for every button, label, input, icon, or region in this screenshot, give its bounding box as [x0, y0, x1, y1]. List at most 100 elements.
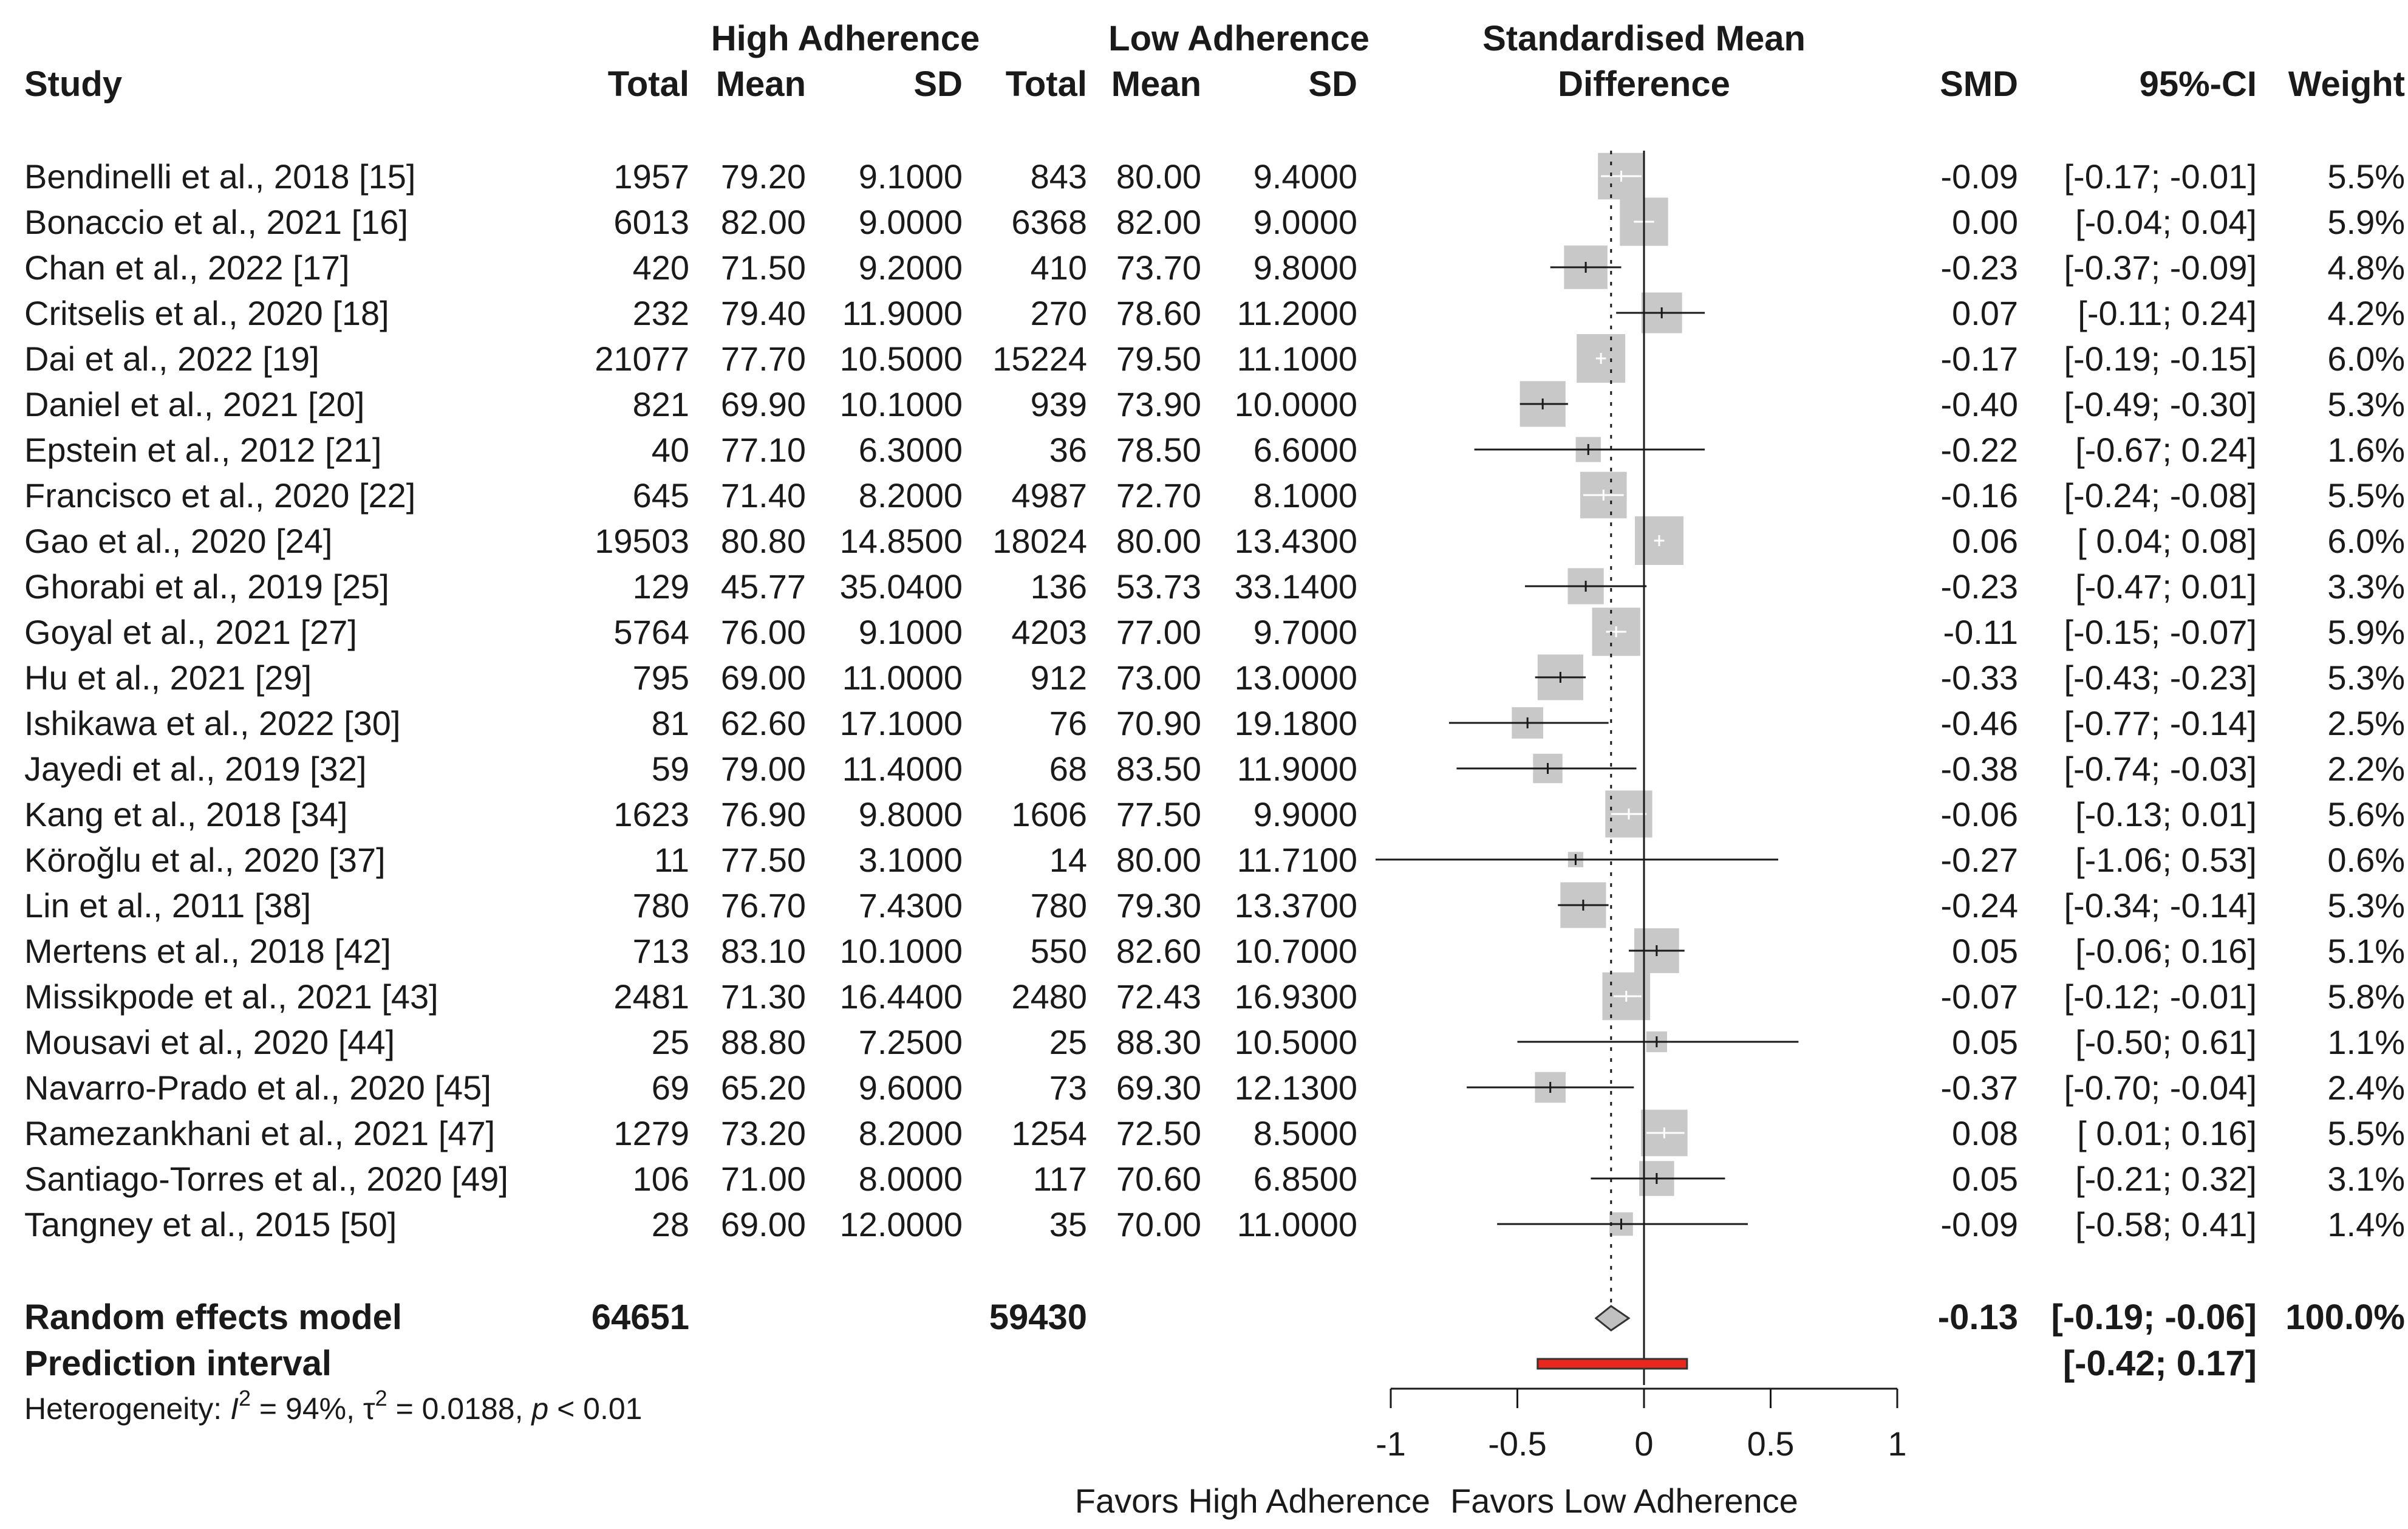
cell-sd1: 8.2000 [859, 1114, 963, 1152]
cell-sd1: 9.1000 [859, 157, 963, 196]
cell-weight-text: 5.5% [2327, 1114, 2405, 1152]
cell-mean1: 77.70 [721, 340, 806, 378]
cell-mean2: 73.70 [1116, 248, 1201, 287]
cell-mean1: 76.90 [721, 795, 806, 833]
cell-sd1: 16.4400 [840, 977, 963, 1016]
cell-sd1: 7.4300 [859, 886, 963, 925]
cell-ci-text: [-0.37; -0.09] [2064, 248, 2257, 287]
summary-smd: -0.13 [1938, 1298, 2018, 1337]
cell-weight-text: 1.1% [2327, 1023, 2405, 1061]
cell-sd2: 10.5000 [1235, 1023, 1357, 1061]
cell-sd1: 17.1000 [840, 704, 963, 742]
cell-mean2: 77.00 [1116, 613, 1201, 651]
study-row: Santiago-Torres et al., 2020 [49] 106 71.0… [24, 1160, 2405, 1198]
x-axis-tick-label: -0.5 [1488, 1425, 1547, 1463]
cell-study: Epstein et al., 2012 [21] [24, 431, 381, 469]
cell-n1: 795 [633, 658, 689, 697]
cell-n2: 2480 [1011, 977, 1087, 1016]
study-row: Bendinelli et al., 2018 [15] 1957 79.20 9.1… [24, 157, 2405, 196]
cell-sd1: 9.0000 [859, 203, 963, 241]
cell-smd-text: -0.11 [1943, 613, 2018, 651]
cell-smd-text: -0.09 [1940, 1205, 2018, 1243]
cell-n1: 21077 [595, 340, 689, 378]
p-value: < 0.01 [548, 1392, 642, 1426]
cell-study: Navarro-Prado et al., 2020 [45] [24, 1069, 491, 1107]
cell-mean1: 73.20 [721, 1114, 806, 1152]
cell-n1: 1623 [613, 795, 689, 833]
header-sd-high: SD [913, 64, 963, 104]
cell-mean2: 88.30 [1116, 1023, 1201, 1061]
cell-n2: 912 [1031, 658, 1087, 697]
cell-study: Ramezankhani et al., 2021 [47] [24, 1114, 495, 1152]
cell-n1: 232 [633, 294, 689, 332]
cell-study: Lin et al., 2011 [38] [24, 886, 311, 925]
cell-sd2: 33.1400 [1235, 567, 1357, 606]
cell-n1: 1279 [613, 1114, 689, 1152]
cell-n2: 939 [1031, 385, 1087, 423]
cell-mean1: 76.00 [721, 613, 806, 651]
cell-ci-text: [-0.04; 0.04] [2075, 203, 2257, 241]
study-row: Bonaccio et al., 2021 [16] 6013 82.00 9.000… [24, 203, 2405, 241]
cell-sd1: 10.5000 [840, 340, 963, 378]
cell-ci-text: [-0.34; -0.14] [2064, 886, 2257, 925]
study-row: Chan et al., 2022 [17] 420 71.50 9.2000 410 7… [24, 248, 2405, 287]
prediction-label: Prediction interval [24, 1344, 332, 1383]
cell-sd2: 11.2000 [1237, 294, 1357, 332]
cell-mean2: 73.90 [1116, 385, 1201, 423]
cell-mean2: 53.73 [1116, 567, 1201, 606]
cell-ci-text: [-0.50; 0.61] [2075, 1023, 2257, 1061]
cell-mean2: 82.60 [1116, 932, 1201, 970]
cell-n1: 25 [652, 1023, 689, 1061]
cell-study: Kang et al., 2018 [34] [24, 795, 347, 833]
cell-weight-text: 5.9% [2327, 613, 2405, 651]
cell-sd1: 8.0000 [859, 1160, 963, 1198]
cell-n1: 28 [652, 1205, 689, 1243]
cell-mean2: 72.50 [1116, 1114, 1201, 1152]
cell-n1: 59 [652, 750, 689, 788]
cell-weight-text: 4.8% [2327, 248, 2405, 287]
study-row: Francisco et al., 2020 [22] 645 71.40 8.200… [24, 476, 2405, 515]
cell-mean2: 78.50 [1116, 431, 1201, 469]
cell-weight-text: 5.8% [2327, 977, 2405, 1016]
cell-mean1: 69.00 [721, 1205, 806, 1243]
cell-mean2: 70.90 [1116, 704, 1201, 742]
i2-value: = 94%, [251, 1392, 363, 1426]
favors-left-label: Favors High Adherence [1075, 1482, 1430, 1520]
cell-sd2: 8.1000 [1253, 476, 1357, 515]
header-ci: 95%-CI [2140, 64, 2257, 104]
cell-ci-text: [-0.58; 0.41] [2075, 1205, 2257, 1243]
cell-study: Hu et al., 2021 [29] [24, 658, 312, 697]
cell-sd2: 16.9300 [1235, 977, 1357, 1016]
cell-sd2: 9.8000 [1253, 248, 1357, 287]
cell-sd2: 12.1300 [1235, 1069, 1357, 1107]
tau-superscript: 2 [375, 1386, 387, 1411]
x-axis-tick-label: -1 [1376, 1425, 1406, 1463]
cell-n1: 2481 [613, 977, 689, 1016]
prediction-ci: [-0.42; 0.17] [2063, 1344, 2257, 1383]
study-row: Kang et al., 2018 [34] 1623 76.90 9.8000 160… [24, 795, 2405, 833]
cell-ci-text: [-0.74; -0.03] [2064, 750, 2257, 788]
heterogeneity-text: Heterogeneity: I2 = 94%, τ2 = 0.0188, p … [24, 1386, 642, 1426]
cell-mean2: 80.00 [1116, 522, 1201, 560]
cell-n2: 14 [1049, 841, 1087, 879]
cell-n2: 270 [1031, 294, 1087, 332]
cell-sd2: 9.0000 [1253, 203, 1357, 241]
cell-n2: 843 [1031, 157, 1087, 196]
cell-ci-text: [-0.15; -0.07] [2064, 613, 2257, 651]
study-row: Tangney et al., 2015 [50] 28 69.00 12.0000 3… [24, 1205, 2405, 1243]
header-high-adherence: High Adherence [711, 19, 980, 58]
cell-ci-text: [-0.19; -0.15] [2064, 340, 2257, 378]
prediction-interval-bar [1537, 1358, 1688, 1370]
cell-n2: 550 [1031, 932, 1087, 970]
cell-ci-text: [-0.06; 0.16] [2075, 932, 2257, 970]
cell-mean2: 77.50 [1116, 795, 1201, 833]
cell-n2: 68 [1049, 750, 1087, 788]
i2-symbol: I [230, 1392, 239, 1426]
header-total-high: Total [608, 64, 689, 104]
cell-ci-text: [-1.06; 0.53] [2075, 841, 2257, 879]
cell-sd1: 11.4000 [842, 750, 963, 788]
cell-sd1: 14.8500 [840, 522, 963, 560]
cell-smd-text: -0.23 [1940, 248, 2018, 287]
cell-ci-text: [-0.47; 0.01] [2075, 567, 2257, 606]
cell-mean1: 79.20 [721, 157, 806, 196]
